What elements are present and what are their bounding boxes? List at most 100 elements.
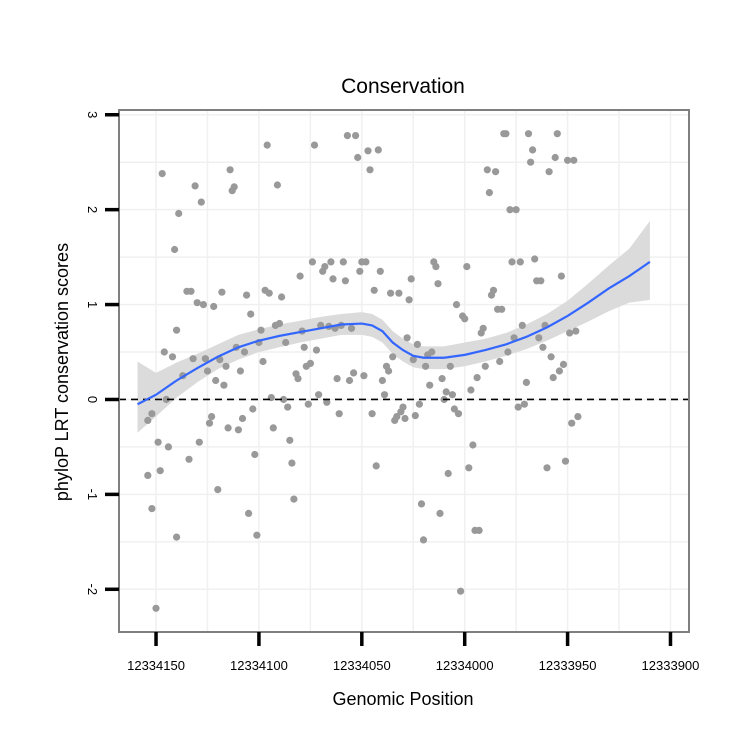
y-tick-label: 2 [85, 206, 100, 213]
data-point [368, 410, 376, 418]
data-point [411, 412, 419, 420]
data-point [284, 403, 292, 411]
data-point [465, 464, 473, 472]
data-point [269, 424, 277, 432]
data-point [243, 291, 251, 299]
data-point [341, 277, 349, 285]
data-point [553, 130, 561, 138]
y-axis-title: phyloP LRT conservation scores [52, 243, 72, 501]
data-point [539, 343, 547, 351]
data-point [193, 299, 201, 307]
data-point [407, 275, 415, 283]
data-point [218, 288, 226, 296]
data-point [387, 289, 395, 297]
data-point [251, 450, 259, 459]
data-point [222, 362, 230, 370]
data-point [520, 400, 529, 408]
data-point [175, 209, 183, 218]
data-point [224, 424, 232, 432]
data-point [428, 348, 436, 356]
data-point [199, 301, 207, 309]
data-point [572, 327, 580, 335]
data-point [162, 395, 170, 404]
data-point [263, 141, 271, 149]
data-point [278, 293, 286, 301]
data-point [463, 263, 471, 271]
data-point [164, 443, 172, 451]
y-tick-label: -1 [85, 489, 100, 501]
data-point [516, 258, 524, 266]
data-point [557, 272, 566, 280]
data-point [461, 315, 469, 323]
data-point [422, 362, 430, 370]
data-point [415, 400, 423, 408]
data-point [275, 319, 284, 328]
x-tick-label: 12334000 [436, 658, 494, 673]
data-point [483, 166, 491, 174]
data-point [434, 280, 442, 288]
data-point [144, 471, 152, 479]
data-point [380, 391, 389, 399]
data-point [265, 289, 273, 297]
data-point [457, 587, 465, 595]
y-tick-label: 0 [85, 396, 100, 403]
data-point [300, 343, 308, 351]
data-point [257, 326, 265, 334]
data-point [551, 153, 559, 162]
x-tick-label: 12333950 [539, 658, 597, 673]
data-point [568, 419, 576, 427]
data-point [339, 258, 347, 266]
data-point [446, 362, 454, 370]
data-point [350, 369, 358, 377]
data-point [234, 426, 242, 434]
data-point [531, 255, 539, 263]
data-point [442, 388, 450, 396]
data-point [187, 287, 195, 295]
data-point [212, 376, 220, 385]
data-point [247, 310, 255, 318]
data-point [168, 353, 177, 361]
data-point [564, 156, 572, 164]
data-point [321, 263, 329, 271]
data-point [524, 130, 533, 138]
data-point [555, 367, 564, 375]
data-point [210, 302, 218, 311]
data-point [496, 357, 504, 366]
data-point [304, 400, 312, 408]
data-point [508, 258, 516, 266]
data-point [286, 436, 294, 444]
data-point [205, 419, 214, 427]
grid-lines [119, 110, 689, 632]
data-point [156, 467, 164, 475]
points [144, 130, 582, 612]
data-point [144, 416, 152, 424]
data-point [395, 289, 403, 297]
data-point [450, 405, 458, 413]
data-point [329, 275, 337, 283]
data-point [203, 367, 212, 375]
data-point [185, 455, 193, 463]
data-point [245, 509, 253, 517]
data-point [226, 166, 234, 174]
data-point [253, 531, 261, 539]
data-point [370, 286, 378, 294]
data-point [529, 146, 537, 154]
data-point [249, 405, 257, 413]
data-point [399, 403, 407, 411]
data-point [315, 391, 323, 399]
data-point [436, 509, 444, 517]
data-point [160, 348, 168, 356]
data-point [214, 486, 222, 494]
confidence-ribbon [137, 221, 650, 433]
panel-border [118, 109, 690, 633]
data-point [152, 604, 160, 612]
data-point [413, 340, 421, 348]
data-point [306, 359, 314, 367]
data-point [518, 321, 526, 329]
data-point [296, 272, 304, 280]
data-point [158, 170, 166, 178]
data-point [236, 367, 244, 375]
data-point [343, 132, 351, 140]
data-point [173, 326, 181, 334]
data-point [481, 362, 489, 370]
